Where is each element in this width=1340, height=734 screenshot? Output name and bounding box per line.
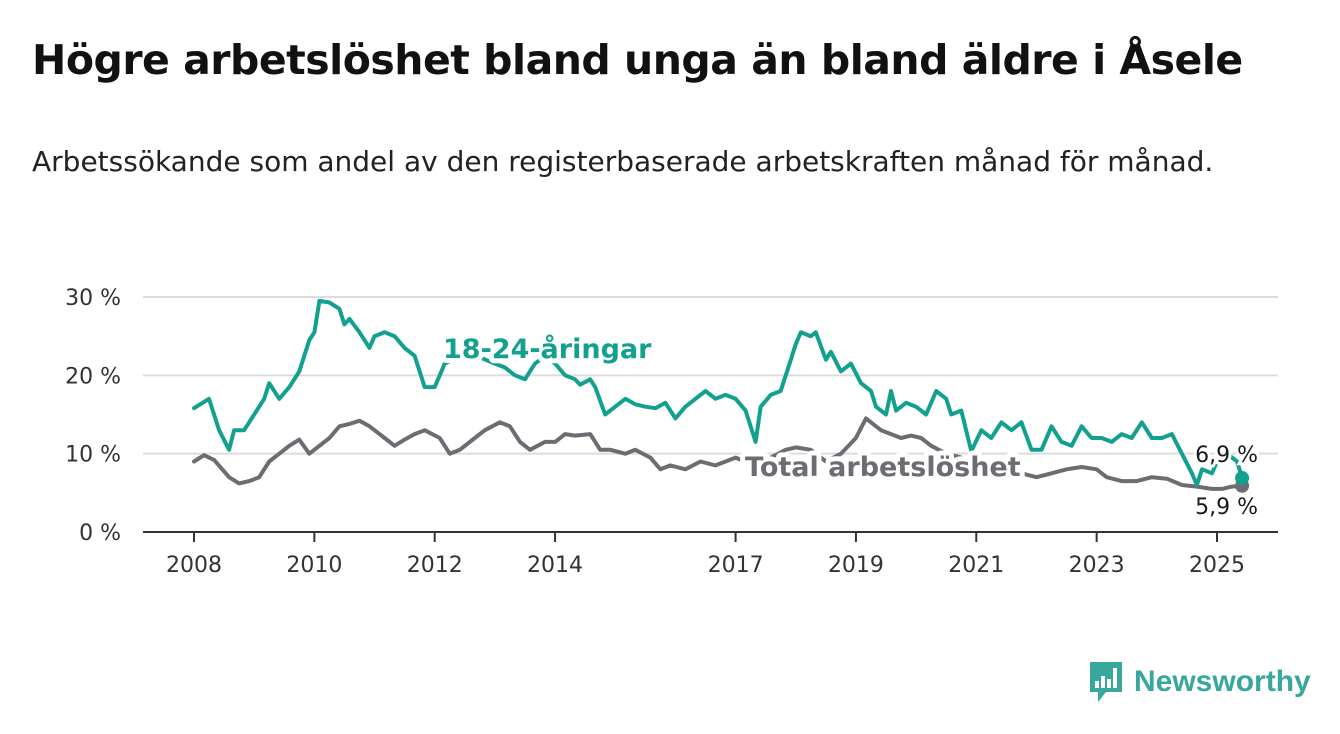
x-tick-label: 2017 [708, 553, 764, 578]
chart-subtitle: Arbetssökande som andel av den registerb… [32, 145, 1214, 178]
end-marker-youth [1235, 470, 1250, 485]
x-tick-label: 2012 [407, 553, 463, 578]
y-tick-label: 30 % [65, 286, 121, 311]
x-tick-label: 2014 [527, 553, 583, 578]
y-tick-label: 10 % [65, 443, 121, 468]
newsworthy-logo-icon [1090, 662, 1122, 702]
series-lines [192, 298, 1250, 493]
x-tick-label: 2023 [1069, 553, 1125, 578]
y-tick-label: 20 % [65, 364, 121, 389]
chart-title: Högre arbetslöshet bland unga än bland ä… [32, 36, 1243, 84]
y-axis-ticks: 0 % 10 % 20 % 30 % [65, 286, 121, 546]
end-label-total: 5,9 % [1195, 495, 1258, 520]
series-name-total: Total arbetslöshet [745, 452, 1021, 483]
x-tick-label: 2010 [286, 553, 342, 578]
end-label-youth: 6,9 % [1195, 443, 1258, 468]
series-name-youth: 18-24-åringar [443, 333, 652, 365]
brand: Newsworthy [1088, 660, 1311, 704]
series-line-youth [192, 298, 1245, 487]
x-axis-ticks: 2008 2010 2012 2014 2017 2019 2021 2023 2025 [166, 532, 1245, 578]
brand-name: Newsworthy [1134, 665, 1311, 698]
grid-lines [143, 296, 1278, 455]
x-tick-label: 2008 [166, 553, 222, 578]
series-line-total [192, 416, 1245, 491]
x-tick-label: 2025 [1189, 553, 1245, 578]
x-tick-label: 2021 [948, 553, 1004, 578]
y-tick-label: 0 % [79, 521, 121, 546]
x-tick-label: 2019 [828, 553, 884, 578]
series-labels: 18-24-åringar Total arbetslöshet 6,9 % 5,9 … [438, 328, 1261, 523]
